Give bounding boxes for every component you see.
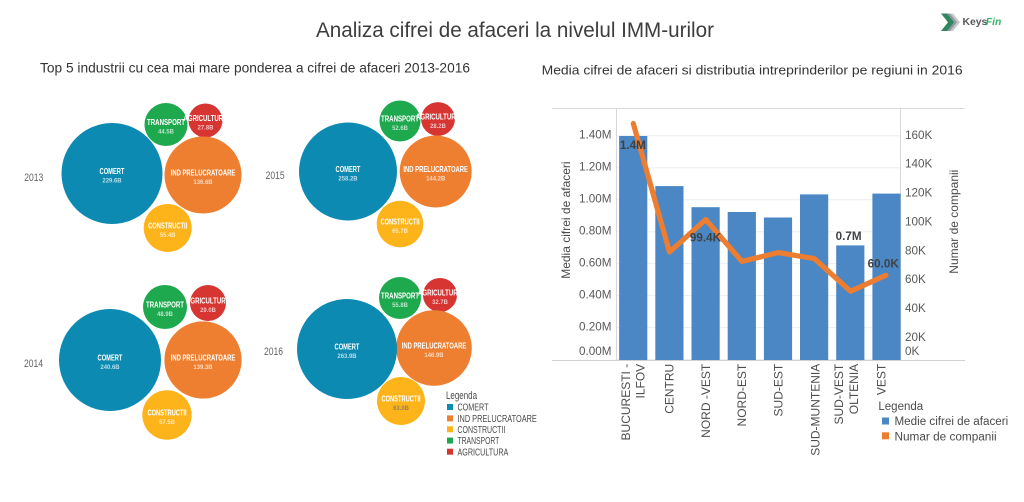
svg-text:229.6B: 229.6B — [102, 178, 121, 185]
svg-text:Fin: Fin — [986, 17, 1002, 28]
svg-text:CONSTRUCTII: CONSTRUCTII — [147, 409, 186, 418]
svg-text:144.2B: 144.2B — [426, 176, 445, 183]
svg-text:60K: 60K — [905, 273, 926, 286]
svg-text:0.00M: 0.00M — [579, 345, 611, 358]
svg-text:Top 5 industrii cu cea mai mar: Top 5 industrii cu cea mai mare ponderea… — [40, 61, 470, 76]
svg-text:1.20M: 1.20M — [579, 161, 611, 174]
svg-text:Legenda: Legenda — [878, 401, 923, 413]
svg-text:TRANSPORT: TRANSPORT — [381, 115, 419, 124]
svg-text:Keys: Keys — [963, 17, 988, 28]
svg-text:40K: 40K — [905, 302, 926, 315]
svg-text:29.0B: 29.0B — [200, 307, 216, 314]
svg-text:ILFOV: ILFOV — [634, 364, 648, 399]
svg-text:263.9B: 263.9B — [337, 353, 356, 360]
svg-text:1.4M: 1.4M — [620, 139, 646, 152]
svg-text:2013: 2013 — [24, 172, 43, 184]
svg-text:55.8B: 55.8B — [392, 302, 408, 309]
svg-text:139.3B: 139.3B — [193, 364, 212, 371]
svg-text:27.8B: 27.8B — [198, 125, 214, 132]
svg-text:Medie cifrei de afaceri: Medie cifrei de afaceri — [895, 416, 1009, 428]
svg-text:140K: 140K — [905, 158, 933, 171]
svg-text:44.5B: 44.5B — [158, 129, 174, 136]
svg-text:1.00M: 1.00M — [579, 193, 611, 206]
svg-text:IND PRELUCRATOARE: IND PRELUCRATOARE — [171, 169, 236, 178]
svg-text:100K: 100K — [905, 216, 933, 229]
svg-text:2015: 2015 — [266, 170, 285, 182]
svg-text:COMERT: COMERT — [336, 165, 361, 174]
svg-text:VEST: VEST — [875, 363, 889, 395]
svg-text:AGRICULTURA: AGRICULTURA — [458, 447, 509, 458]
svg-text:Numar de companii: Numar de companii — [947, 170, 961, 274]
svg-text:COMERT: COMERT — [458, 403, 489, 414]
svg-text:0K: 0K — [905, 345, 920, 358]
svg-text:258.2B: 258.2B — [338, 176, 357, 183]
svg-text:2016: 2016 — [264, 346, 283, 358]
svg-text:0.20M: 0.20M — [579, 321, 611, 334]
svg-text:COMERT: COMERT — [335, 343, 360, 352]
svg-text:COMERT: COMERT — [98, 354, 123, 363]
svg-text:TRANSPORT: TRANSPORT — [381, 292, 419, 301]
svg-text:AGRICULTURA: AGRICULTURA — [184, 114, 228, 123]
svg-text:CONSTRUCTII: CONSTRUCTII — [148, 222, 187, 231]
svg-text:80K: 80K — [905, 244, 926, 257]
svg-text:65.7B: 65.7B — [392, 228, 408, 235]
svg-text:IND PRELUCRATOARE: IND PRELUCRATOARE — [403, 165, 468, 174]
svg-text:NORD-EST: NORD-EST — [735, 363, 749, 426]
svg-text:TRANSPORT: TRANSPORT — [458, 436, 500, 447]
svg-text:0.80M: 0.80M — [579, 225, 611, 238]
svg-text:AGRICULTURA: AGRICULTURA — [416, 113, 460, 122]
svg-text:SUD-VEST: SUD-VEST — [832, 363, 846, 424]
svg-text:CENTRU: CENTRU — [662, 364, 676, 414]
svg-text:Analiza cifrei de afaceri la n: Analiza cifrei de afaceri la nivelul IMM… — [316, 18, 714, 42]
svg-text:32.7B: 32.7B — [432, 299, 448, 306]
svg-text:48.9B: 48.9B — [157, 311, 173, 318]
svg-text:NORD -VEST: NORD -VEST — [699, 363, 713, 438]
svg-text:1.40M: 1.40M — [579, 129, 611, 142]
svg-text:0.60M: 0.60M — [579, 257, 611, 270]
svg-text:28.2B: 28.2B — [430, 123, 446, 130]
svg-text:Media cifrei de afaceri si dis: Media cifrei de afaceri si distributia i… — [542, 63, 963, 78]
svg-text:TRANSPORT: TRANSPORT — [147, 118, 185, 127]
svg-text:146.9B: 146.9B — [424, 352, 443, 359]
svg-text:TRANSPORT: TRANSPORT — [146, 301, 184, 310]
svg-text:57.5B: 57.5B — [159, 419, 175, 426]
svg-text:2014: 2014 — [24, 358, 43, 370]
svg-text:AGRICULTURA: AGRICULTURA — [418, 289, 462, 298]
svg-text:240.6B: 240.6B — [100, 364, 119, 371]
svg-text:AGRICULTURA: AGRICULTURA — [186, 297, 230, 306]
svg-text:63.0B: 63.0B — [393, 405, 409, 412]
svg-text:0.7M: 0.7M — [836, 230, 862, 243]
svg-text:55.4B: 55.4B — [160, 232, 176, 239]
svg-text:SUD-MUNTENIA: SUD-MUNTENIA — [809, 364, 823, 456]
svg-text:COMERT: COMERT — [100, 167, 125, 176]
svg-text:Media cifrei de afaceri: Media cifrei de afaceri — [559, 161, 573, 278]
svg-text:BUCURESTI -: BUCURESTI - — [619, 364, 633, 441]
svg-text:CONSTRUCTII: CONSTRUCTII — [381, 395, 420, 404]
svg-text:52.6B: 52.6B — [392, 125, 408, 132]
svg-text:20K: 20K — [905, 331, 926, 344]
svg-text:CONSTRUCTII: CONSTRUCTII — [458, 425, 506, 436]
svg-text:0.40M: 0.40M — [579, 289, 611, 302]
svg-text:Legenda: Legenda — [446, 390, 478, 402]
svg-text:99.4K: 99.4K — [690, 232, 722, 245]
svg-text:CONSTRUCTII: CONSTRUCTII — [380, 218, 419, 227]
svg-text:120K: 120K — [905, 187, 933, 200]
svg-text:136.6B: 136.6B — [193, 179, 212, 186]
svg-text:OLTENIA: OLTENIA — [847, 364, 861, 414]
svg-text:IND PRELUCRATOARE: IND PRELUCRATOARE — [171, 354, 236, 363]
svg-text:SUD-EST: SUD-EST — [771, 363, 785, 416]
svg-text:160K: 160K — [905, 129, 933, 142]
svg-text:IND PRELUCRATOARE: IND PRELUCRATOARE — [458, 414, 538, 425]
svg-text:IND PRELUCRATOARE: IND PRELUCRATOARE — [402, 342, 467, 351]
svg-text:60.0K: 60.0K — [868, 258, 900, 271]
svg-text:Numar de companii: Numar de companii — [895, 431, 997, 443]
